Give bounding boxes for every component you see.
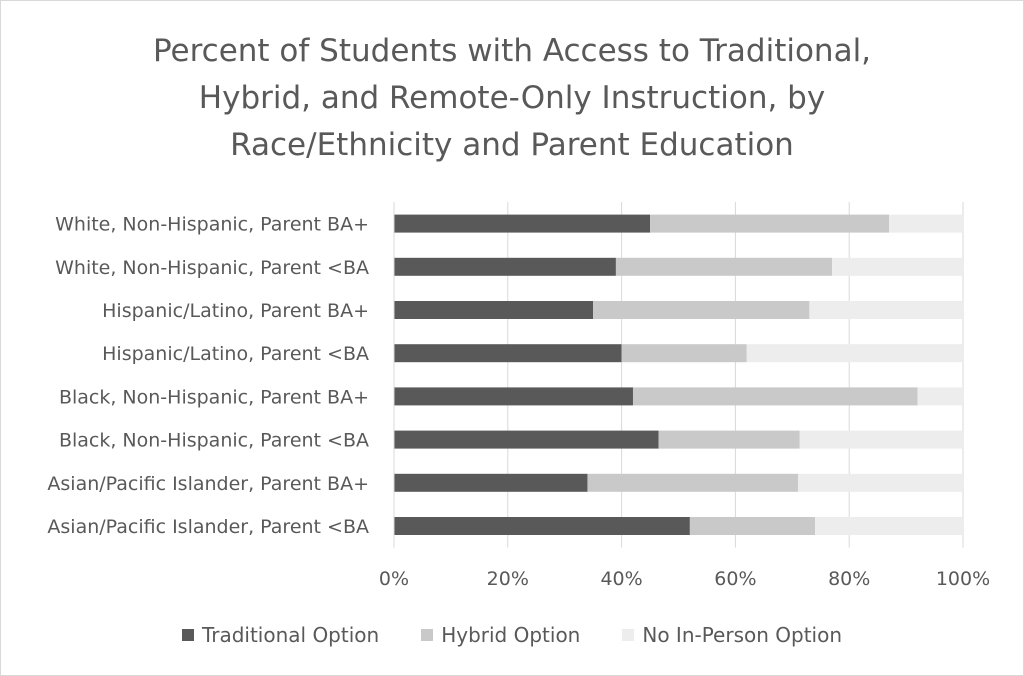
bar-traditional-option [394,430,659,449]
legend-label: Traditional Option [201,623,380,647]
bar-no-in-person-option [815,517,963,535]
bar-no-in-person-option [797,473,963,492]
x-tick-label: 0% [379,568,409,590]
bar-hybrid-option [621,344,747,363]
legend-label: Hybrid Option [441,623,581,647]
y-category-label: White, Non-Hispanic, Parent BA+ [55,214,369,236]
bar-hybrid-option [650,214,890,233]
legend-item: Hybrid Option [421,623,580,647]
bar-no-in-person-option [832,257,963,276]
bar-traditional-option [394,387,633,406]
bar-hybrid-option [593,301,810,319]
x-tick-label: 40% [600,568,642,590]
legend-swatch [181,629,194,641]
bar-hybrid-option [587,473,798,492]
bar-traditional-option [394,257,616,276]
y-category-label: Asian/Pacific Islander, Parent BA+ [47,473,369,495]
y-category-label: Black, Non-Hispanic, Parent <BA [59,430,369,452]
bar-traditional-option [394,214,651,233]
y-category-label: Hispanic/Latino, Parent BA+ [102,300,369,322]
chart-title: Percent of Students with Access to Tradi… [152,33,872,163]
chart-legend: Traditional Option Hybrid Option No In-Per… [0,620,1024,650]
bar-hybrid-option [632,387,918,406]
bar-hybrid-option [689,517,816,535]
bar-traditional-option [394,344,622,363]
bar-no-in-person-option [917,387,963,406]
bar-no-in-person-option [799,430,963,449]
x-tick-label: 60% [714,568,756,590]
bar-no-in-person-option [746,344,963,363]
bar-traditional-option [394,473,588,492]
bar-hybrid-option [658,430,800,449]
bar-no-in-person-option [889,214,963,233]
legend-label: No In-Person Option [642,623,843,647]
y-category-label: Asian/Pacific Islander, Parent <BA [47,516,369,538]
bar-traditional-option [394,301,594,319]
legend-swatch [421,629,434,641]
bar-no-in-person-option [809,301,963,319]
x-tick-label: 80% [828,568,870,590]
bar-traditional-option [394,517,690,535]
legend-item: Traditional Option [181,623,380,647]
y-category-label: Black, Non-Hispanic, Parent BA+ [59,386,369,408]
y-category-label: Hispanic/Latino, Parent <BA [102,343,369,365]
x-tick-label: 100% [936,568,990,590]
legend-item: No In-Person Option [622,623,842,647]
y-category-label: White, Non-Hispanic, Parent <BA [55,257,369,279]
bar-hybrid-option [615,257,833,276]
x-tick-label: 20% [487,568,529,590]
legend-swatch [622,629,635,641]
